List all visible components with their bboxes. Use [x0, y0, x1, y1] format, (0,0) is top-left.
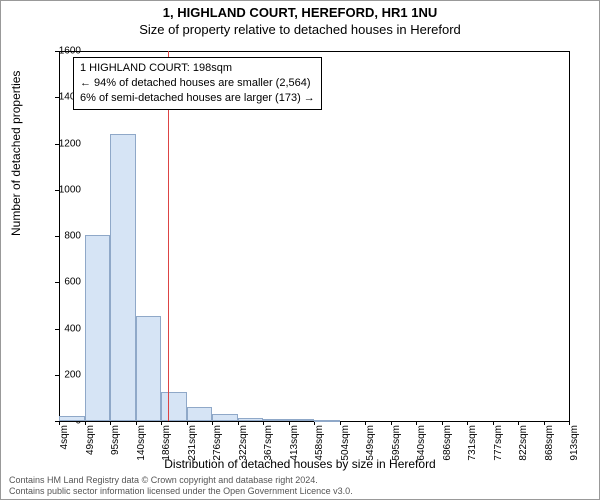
info-line-2: ← 94% of detached houses are smaller (2,…: [80, 76, 315, 91]
histogram-bar: [85, 235, 111, 421]
info-line-1: 1 HIGHLAND COURT: 198sqm: [80, 61, 315, 76]
footer-text: Contains HM Land Registry data © Crown c…: [9, 475, 353, 497]
histogram-bar: [136, 316, 162, 421]
histogram-bar: [161, 392, 187, 421]
chart-container: 1, HIGHLAND COURT, HEREFORD, HR1 1NU Siz…: [0, 0, 600, 500]
histogram-bar: [263, 419, 289, 421]
histogram-bar: [59, 416, 85, 421]
info-box: 1 HIGHLAND COURT: 198sqm ← 94% of detach…: [73, 57, 322, 110]
page-title: 1, HIGHLAND COURT, HEREFORD, HR1 1NU: [1, 5, 599, 20]
histogram-bar: [187, 407, 213, 421]
y-axis-label: Number of detached properties: [9, 71, 23, 236]
histogram-bar: [289, 419, 315, 421]
histogram-bar: [238, 418, 264, 421]
page-subtitle: Size of property relative to detached ho…: [1, 22, 599, 37]
x-axis-label: Distribution of detached houses by size …: [1, 457, 599, 471]
info-line-3: 6% of semi-detached houses are larger (1…: [80, 91, 315, 106]
histogram-bar: [110, 134, 136, 421]
footer-line-1: Contains HM Land Registry data © Crown c…: [9, 475, 353, 486]
histogram-bar: [314, 420, 340, 422]
histogram-bar: [212, 414, 238, 421]
footer-line-2: Contains public sector information licen…: [9, 486, 353, 497]
